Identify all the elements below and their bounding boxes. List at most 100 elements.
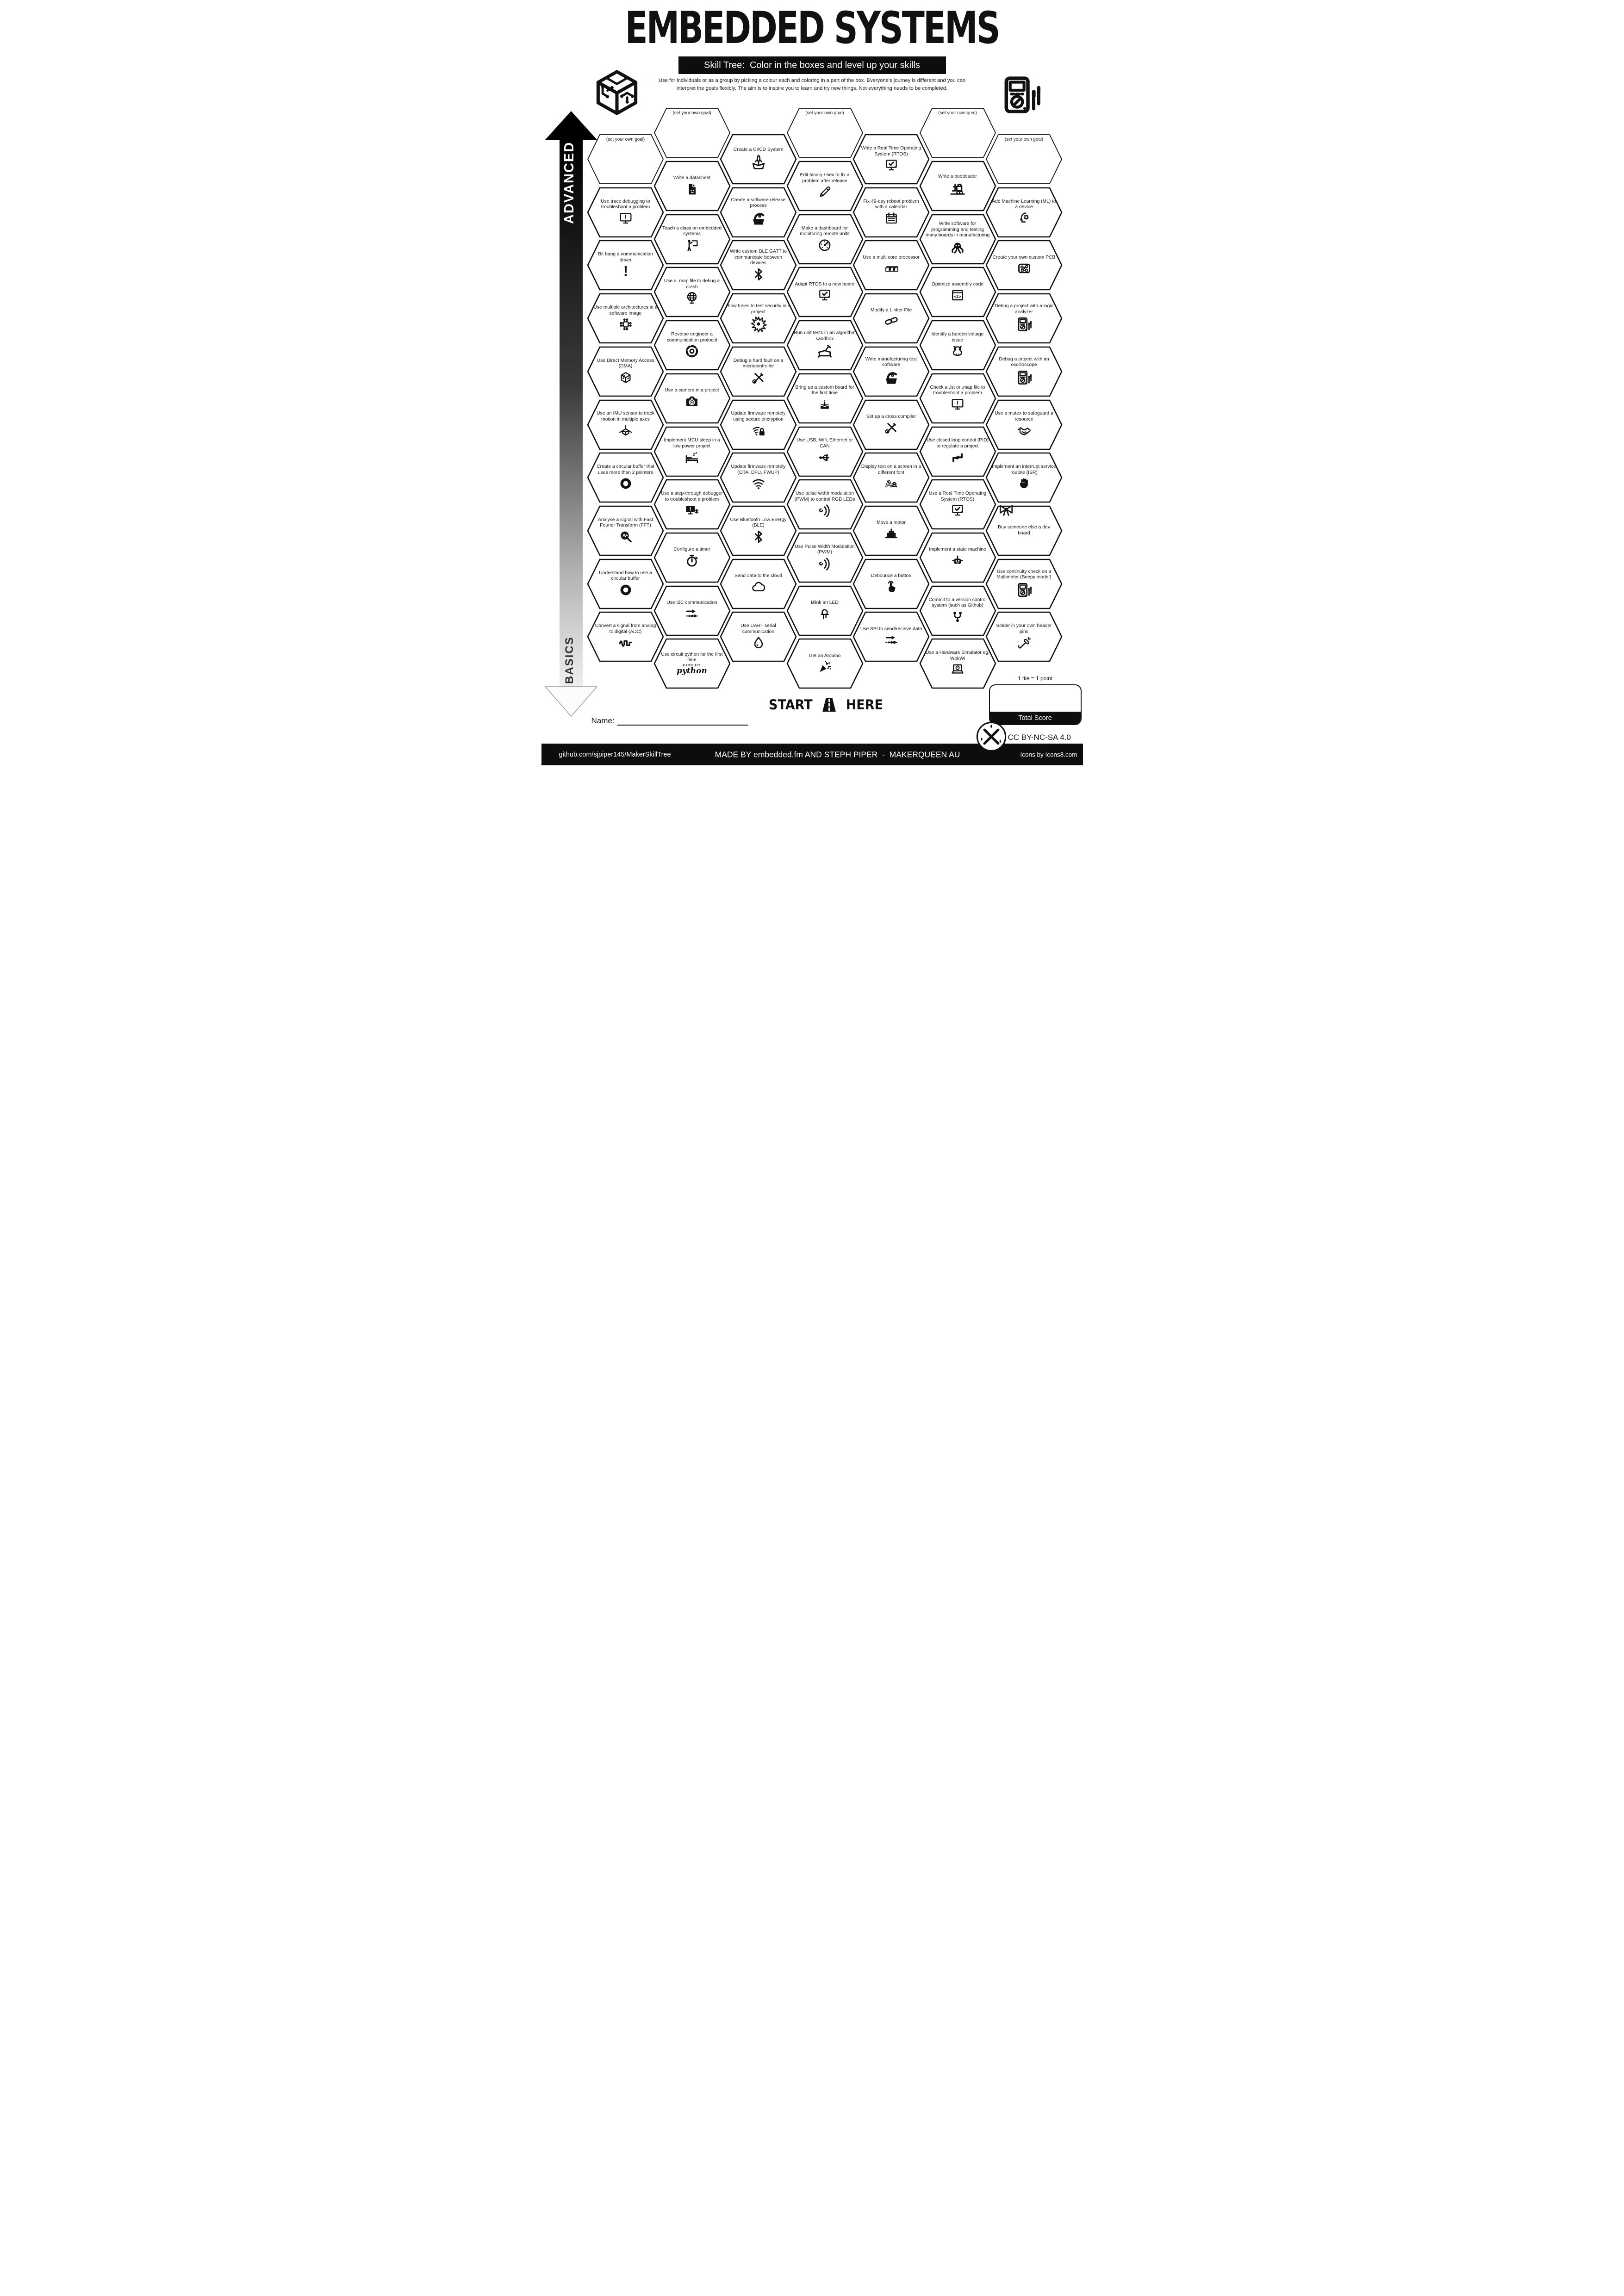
skill-tile: Optimize assembly code </>	[919, 267, 996, 317]
tile-label: Send data to the cloud	[734, 573, 783, 578]
goal-tile: (set your own goal)	[587, 134, 664, 185]
donkey-icon	[949, 344, 966, 359]
tile-label: Use pulse width modulation (PWM) to cont…	[794, 491, 855, 502]
skill-tile: Create a software release process	[720, 187, 797, 238]
hexagon-outline	[985, 134, 1063, 184]
hexagon-outline	[653, 585, 730, 636]
hexagon-outline	[985, 399, 1063, 450]
hexagon-outline	[587, 505, 664, 556]
skill-tile: Write manufacturing test software	[852, 346, 930, 397]
skill-tile: Use pulse width modulation (PWM) to cont…	[786, 479, 864, 530]
skill-tile: Commit to a version control system (such…	[919, 585, 996, 636]
total-score-box[interactable]: Total Score	[989, 684, 1082, 725]
party-popper-icon	[816, 659, 833, 674]
tile-label: Check a .lst or .map file to troubleshoo…	[930, 385, 985, 396]
hexagon-outline	[786, 214, 863, 264]
skill-tile: Use an IMU sensor to track motion in mul…	[587, 399, 664, 450]
tile-label: (set your own goal)	[1004, 137, 1044, 142]
start-label: START	[769, 696, 813, 713]
difficulty-axis-arrow	[544, 111, 598, 717]
footer-credits: MADE BY embedded.fm AND STEPH PIPER - MA…	[715, 750, 960, 759]
footer-github-link[interactable]: github.com/sjpiper145/MakerSkillTree	[559, 751, 671, 758]
tile-label: Write manufacturing test software	[865, 356, 917, 368]
tile-label: Move a motor	[877, 520, 906, 526]
skill-tile: Display text on a screen in a different …	[852, 452, 930, 503]
hexagon-outline	[786, 267, 863, 317]
skill-tile: Bring up a custom board for the first ti…	[786, 373, 864, 424]
footer-icons-credit[interactable]: Icons by Icons8.com	[1020, 751, 1077, 758]
cubes-icon	[883, 261, 900, 276]
tile-label: Use a .map file to debug a crash	[664, 279, 720, 290]
tile-label: Implement MCU sleep in a low power proje…	[664, 438, 720, 449]
skill-tile: Use continuity check on a Multimeter (Be…	[985, 558, 1063, 609]
skill-tile: Use circuit python for the first time CIR…	[653, 638, 731, 689]
hexagon-outline	[786, 320, 863, 371]
soldering-iron-icon	[1016, 635, 1033, 650]
hexagon-outline	[653, 267, 730, 317]
release-box-icon	[881, 369, 902, 386]
hexagon-outline	[919, 426, 996, 477]
hexagon-outline	[985, 505, 1063, 556]
skill-tile: Create a CI/CD System	[720, 134, 797, 185]
tile-label: Use Pulse Width Modulation (PWM)	[795, 544, 855, 555]
skill-tile: Write software for programming and testi…	[919, 214, 996, 265]
skill-tile: Bit bang a communication driver!	[587, 240, 664, 291]
tile-label: Make a dashboard for monitoring remote u…	[800, 225, 850, 237]
pencil-icon	[816, 185, 833, 199]
release-box-icon	[748, 210, 769, 227]
basics-label: BASICS	[563, 636, 576, 684]
led-icon	[816, 606, 833, 621]
skill-tile: Edit binary / hex to fix a problem after…	[786, 161, 864, 211]
name-input-line[interactable]	[617, 716, 748, 726]
hexagon-outline	[587, 187, 664, 237]
skill-tile: Debug a project with an oscilloscope	[985, 346, 1063, 397]
skill-tile: Create your own custom PCB	[985, 240, 1063, 291]
gift-bow-icon	[996, 502, 1017, 520]
tile-label: Debug a project with an oscilloscope	[999, 356, 1049, 368]
skill-tile: Use trace debugging to troubleshoot a pr…	[587, 187, 664, 238]
tile-label: Use Bluetooth Low Energy (BLE)	[730, 517, 787, 528]
skill-tile: Analyse a signal with Fast Fourier Trans…	[587, 505, 664, 556]
bus-arrow-icon	[883, 633, 900, 647]
circuit-cube-icon	[617, 370, 634, 385]
skill-tile: Move a motor	[852, 505, 930, 556]
skill-tile: Update firmware remotely using secure en…	[720, 399, 797, 450]
hexagon-outline	[919, 479, 996, 530]
skill-tile: Identify a burden voltage issue	[919, 320, 996, 371]
monitor-debug-icon: !	[684, 503, 700, 518]
robot-icon	[949, 553, 966, 568]
hexagon-outline	[587, 134, 664, 184]
tile-label: (set your own goal)	[938, 111, 977, 116]
tile-label: Create a circular buffer that uses more …	[597, 464, 654, 475]
skill-tile: Use a camera in a project	[653, 373, 731, 424]
finger-press-icon	[883, 579, 900, 594]
hexagon-outline	[720, 558, 797, 609]
tile-label: Get an Arduino	[809, 653, 841, 658]
camera-icon	[684, 394, 700, 409]
tile-label: Use trace debugging to troubleshoot a pr…	[601, 199, 650, 210]
tile-label: Debug a hard fault on a microcontroller	[733, 358, 784, 369]
description-line1: Use for individuals or as a group by pic…	[658, 78, 965, 83]
tile-label: Debounce a button	[871, 573, 912, 578]
adc-signal-icon	[617, 635, 634, 650]
tile-label: Implement a state machine	[929, 547, 986, 552]
tile-label: Use multiple architectures in a software…	[593, 305, 658, 316]
bluetooth-icon	[750, 529, 767, 544]
hexagon-outline	[720, 399, 797, 450]
multimeter-probes-icon	[1014, 581, 1034, 599]
total-score-bar: Total Score	[989, 712, 1081, 724]
hexagon-outline	[852, 187, 930, 237]
tile-label: Use a Real Time Operating System (RTOS)	[928, 491, 987, 502]
tile-label: Edit binary / hex to fix a problem after…	[800, 172, 850, 184]
tile-label: Write software for programming and testi…	[925, 221, 990, 238]
crossed-tools-icon	[750, 370, 767, 385]
license-text: CC BY-NC-SA 4.0	[1008, 733, 1071, 742]
hexagon-outline	[786, 638, 863, 689]
circular-buffer-icon	[617, 583, 634, 597]
hexagon-outline	[919, 373, 996, 424]
skill-tile: Add Machine Learning (ML) to a device	[985, 187, 1063, 238]
tile-label: Use Direct Memory Access (DMA)	[597, 358, 654, 369]
monitor-check-icon	[883, 158, 900, 173]
circuitpython-logo-icon: CIRCUIT python	[677, 664, 707, 676]
